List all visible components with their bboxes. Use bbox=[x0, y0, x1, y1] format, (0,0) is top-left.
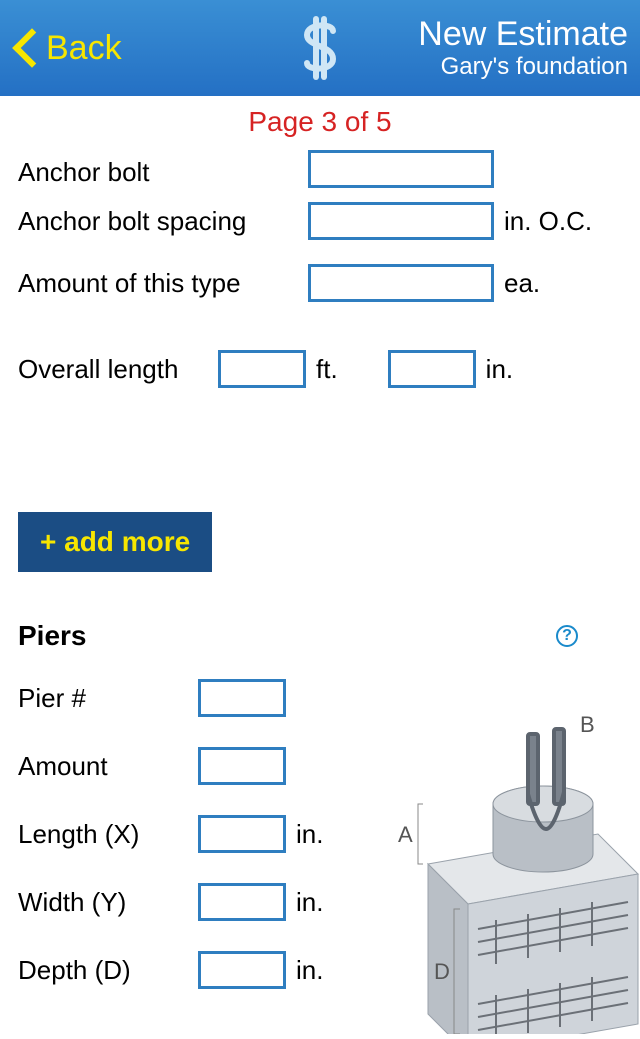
app-header: Back New Estimate Gary's foundation bbox=[0, 0, 640, 96]
help-icon[interactable]: ? bbox=[556, 625, 578, 647]
pier-number-row: Pier # bbox=[18, 664, 348, 732]
ft-unit: ft. bbox=[316, 354, 338, 385]
back-button[interactable]: Back bbox=[12, 28, 122, 68]
header-title: New Estimate bbox=[418, 16, 628, 53]
piers-heading: Piers bbox=[18, 620, 87, 652]
in-unit: in. bbox=[486, 354, 513, 385]
piers-grid: Pier # Amount Length (X) in. Width (Y) i… bbox=[18, 664, 622, 1039]
anchor-bolt-input[interactable] bbox=[308, 150, 494, 188]
pier-amount-row: Amount bbox=[18, 732, 348, 800]
pier-depth-input[interactable] bbox=[198, 951, 286, 989]
pier-diagram: A B D bbox=[368, 674, 640, 1039]
back-label: Back bbox=[46, 29, 122, 68]
anchor-amount-label: Amount of this type bbox=[18, 268, 298, 299]
anchor-bolt-row-cut: Anchor bolt bbox=[18, 130, 622, 188]
pier-depth-unit: in. bbox=[296, 955, 323, 986]
pier-length-input[interactable] bbox=[198, 815, 286, 853]
pier-width-row: Width (Y) in. bbox=[18, 868, 348, 936]
diagram-label-d: D bbox=[434, 959, 450, 984]
form-content: Anchor bolt Anchor bolt spacing in. O.C.… bbox=[0, 130, 640, 1039]
piers-heading-row: Piers ? bbox=[18, 620, 622, 652]
overall-length-row: Overall length ft. in. bbox=[18, 340, 622, 398]
anchor-spacing-label: Anchor bolt spacing bbox=[18, 206, 298, 237]
pier-amount-input[interactable] bbox=[198, 747, 286, 785]
anchor-spacing-input[interactable] bbox=[308, 202, 494, 240]
anchor-bolt-label: Anchor bolt bbox=[18, 157, 298, 188]
pier-depth-row: Depth (D) in. bbox=[18, 936, 348, 1004]
add-more-button[interactable]: + add more bbox=[18, 512, 212, 572]
pier-number-label: Pier # bbox=[18, 683, 198, 714]
chevron-left-icon bbox=[12, 28, 34, 68]
anchor-amount-unit: ea. bbox=[504, 268, 540, 299]
overall-length-ft-input[interactable] bbox=[218, 350, 306, 388]
overall-length-in-input[interactable] bbox=[388, 350, 476, 388]
pier-length-row: Length (X) in. bbox=[18, 800, 348, 868]
pier-width-label: Width (Y) bbox=[18, 887, 198, 918]
pier-amount-label: Amount bbox=[18, 751, 198, 782]
diagram-label-a: A bbox=[398, 822, 413, 847]
pier-width-input[interactable] bbox=[198, 883, 286, 921]
dollar-icon bbox=[293, 13, 347, 83]
anchor-spacing-row: Anchor bolt spacing in. O.C. bbox=[18, 192, 622, 250]
diagram-label-b: B bbox=[580, 712, 595, 737]
header-subtitle: Gary's foundation bbox=[418, 54, 628, 80]
pier-width-unit: in. bbox=[296, 887, 323, 918]
pier-number-input[interactable] bbox=[198, 679, 286, 717]
anchor-amount-row: Amount of this type ea. bbox=[18, 254, 622, 312]
pier-depth-label: Depth (D) bbox=[18, 955, 198, 986]
anchor-amount-input[interactable] bbox=[308, 264, 494, 302]
anchor-spacing-unit: in. O.C. bbox=[504, 206, 592, 237]
header-title-group: New Estimate Gary's foundation bbox=[418, 16, 628, 80]
piers-fields: Pier # Amount Length (X) in. Width (Y) i… bbox=[18, 664, 348, 1039]
pier-length-unit: in. bbox=[296, 819, 323, 850]
pier-length-label: Length (X) bbox=[18, 819, 198, 850]
overall-length-label: Overall length bbox=[18, 354, 208, 385]
